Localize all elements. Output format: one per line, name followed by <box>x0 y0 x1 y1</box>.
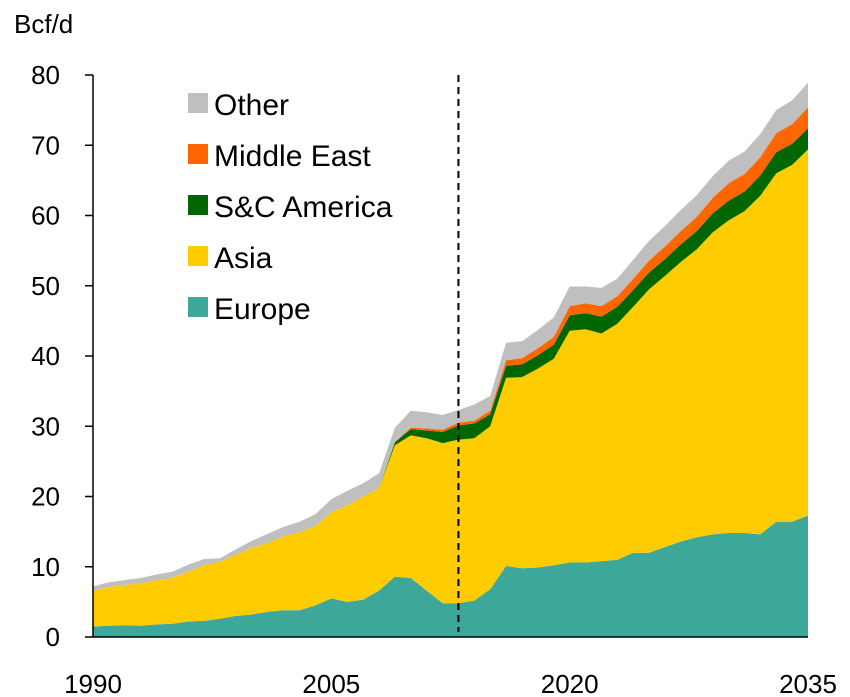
area-asia <box>93 149 808 627</box>
x-tick-label: 2020 <box>541 669 599 697</box>
axes-group <box>85 74 808 638</box>
y-tick-label: 50 <box>31 271 60 301</box>
y-tick-label: 40 <box>31 341 60 371</box>
tick-labels-group: 0 10 20 30 40 50 60 70 80 1990 2005 2020 2035 <box>31 60 837 697</box>
y-tick-label: 30 <box>31 411 60 441</box>
legend-label: S&C America <box>214 191 393 224</box>
legend-swatch <box>188 93 208 113</box>
y-tick-label: 10 <box>31 552 60 582</box>
legend-label: Asia <box>214 242 273 275</box>
y-tick-label: 80 <box>31 60 60 90</box>
x-tick-label: 2035 <box>779 669 837 697</box>
legend-label: Europe <box>214 293 311 326</box>
legend-swatch <box>188 195 208 215</box>
x-tick-label: 2005 <box>302 669 360 697</box>
legend-label: Other <box>214 89 289 122</box>
legend-swatch <box>188 246 208 266</box>
area-series-group <box>93 82 808 637</box>
y-axis-unit-label: Bcf/d <box>14 9 73 39</box>
area-europe <box>93 515 808 637</box>
legend-label: Middle East <box>214 140 371 173</box>
x-tick-label: 1990 <box>64 669 122 697</box>
y-tick-label: 20 <box>31 482 60 512</box>
legend-swatch <box>188 297 208 317</box>
legend-swatch <box>188 144 208 164</box>
y-tick-label: 0 <box>46 622 60 652</box>
y-tick-label: 60 <box>31 201 60 231</box>
y-tick-label: 70 <box>31 130 60 160</box>
legend: Other Middle East S&C America Asia Europe <box>188 89 393 326</box>
